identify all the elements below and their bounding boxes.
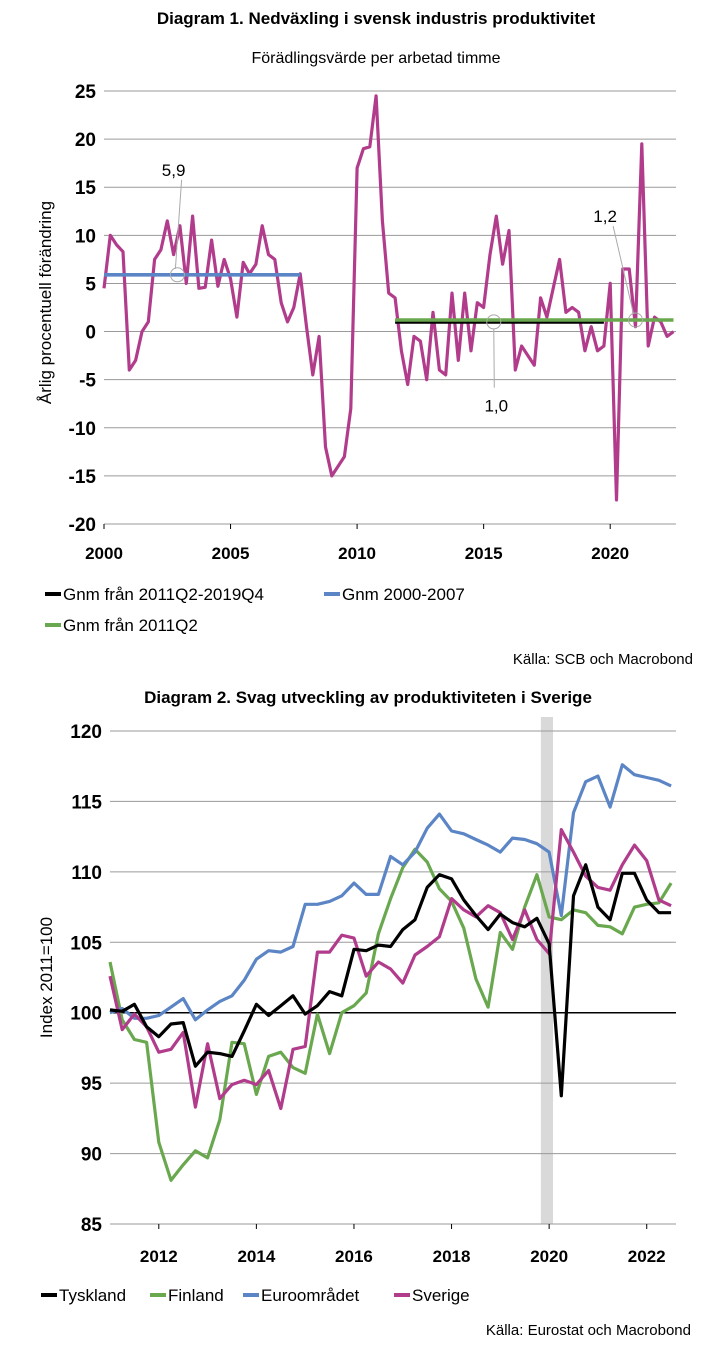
chart-2-x-tick-label: 2016 [335, 1247, 373, 1266]
chart-2-x-tick-label: 2012 [140, 1247, 178, 1266]
chart-1-annotation-label: 1,0 [484, 397, 508, 416]
chart-1-annotation-label: 1,2 [593, 207, 617, 226]
chart-2-y-tick-label: 120 [70, 722, 102, 743]
chart-1-subtitle: Förädlingsvärde per arbetad timme [251, 50, 500, 67]
chart-2-y-tick-label: 85 [81, 1215, 103, 1236]
chart-1-y-tick-label: 5 [85, 274, 96, 295]
chart-2-x-tick-label: 2014 [237, 1247, 275, 1266]
chart-2-legend-label: Sverige [412, 1286, 470, 1305]
chart-1-annotation-label: 5,9 [162, 161, 186, 180]
chart-1-series-line-main [102, 94, 675, 502]
chart-1-y-tick-label: -10 [69, 419, 96, 440]
chart-2-y-axis-label: Index 2011=100 [37, 917, 56, 1038]
chart-2-series-line-tyskland [109, 863, 672, 1098]
chart-1-y-tick-label: 0 [85, 323, 96, 344]
chart-2-y-tick-label: 105 [70, 933, 102, 954]
chart-1-y-tick-label: 10 [75, 226, 96, 247]
chart-2-legend-label: Euroområdet [261, 1286, 360, 1305]
chart-1-annotation-leader [493, 328, 495, 388]
chart-1-y-tick-label: 25 [75, 82, 97, 103]
chart-2-source: Källa: Eurostat och Macrobond [486, 1322, 691, 1339]
chart-2-y-tick-label: 115 [71, 792, 102, 813]
chart-1-y-tick-label: -15 [69, 467, 97, 488]
chart-2-y-tick-label: 95 [81, 1074, 103, 1095]
chart-1-annotation-circle [169, 267, 185, 283]
chart-1-annotation-leader [174, 179, 183, 269]
chart-2-series-line-euroomradet [109, 763, 672, 1022]
chart-2-x-tick-label: 2022 [628, 1247, 666, 1266]
chart-1-legend-label: Gnm från 2011Q2 [63, 616, 198, 635]
chart-1: Diagram 1. Nedväxling i svensk industris… [36, 9, 693, 668]
chart-2-legend-label: Finland [168, 1286, 224, 1305]
chart-1-y-tick-label: 20 [75, 130, 96, 151]
chart-1-y-tick-label: 15 [75, 178, 97, 199]
chart-1-title: Diagram 1. Nedväxling i svensk industris… [157, 9, 596, 28]
chart-2-y-tick-label: 100 [70, 1004, 102, 1025]
chart-2-x-tick-label: 2018 [433, 1247, 471, 1266]
chart-1-x-tick-label: 2020 [591, 544, 629, 563]
chart-2-y-tick-label: 90 [81, 1145, 102, 1166]
chart-1-x-tick-label: 2000 [85, 544, 123, 563]
chart-1-annotation-circle [628, 312, 644, 328]
chart-1-legend-label: Gnm från 2011Q2-2019Q4 [63, 585, 264, 604]
chart-2-series-line-sverige [108, 827, 672, 1111]
chart-1-source: Källa: SCB och Macrobond [513, 651, 693, 668]
chart-2-x-tick-label: 2020 [530, 1247, 568, 1266]
chart-2-title: Diagram 2. Svag utveckling av produktivi… [144, 688, 592, 707]
chart-1-legend-label: Gnm 2000-2007 [342, 585, 465, 604]
chart-1-x-tick-label: 2010 [338, 544, 376, 563]
chart-2-shaded-band [540, 717, 554, 1224]
chart-1-annotation-leader [612, 225, 634, 315]
chart-1-y-axis-label: Årlig procentuell förändring [36, 201, 55, 404]
chart-2: Diagram 2. Svag utveckling av produktivi… [37, 688, 691, 1339]
chart-2-y-tick-label: 110 [71, 863, 102, 884]
chart-1-x-tick-label: 2015 [465, 544, 503, 563]
chart-1-y-tick-label: -5 [79, 371, 96, 392]
chart-2-legend-label: Tyskland [59, 1286, 126, 1305]
chart-2-series-line-finland [108, 847, 673, 1182]
chart-1-y-tick-label: -20 [69, 515, 96, 536]
chart-1-x-tick-label: 2005 [212, 544, 250, 563]
